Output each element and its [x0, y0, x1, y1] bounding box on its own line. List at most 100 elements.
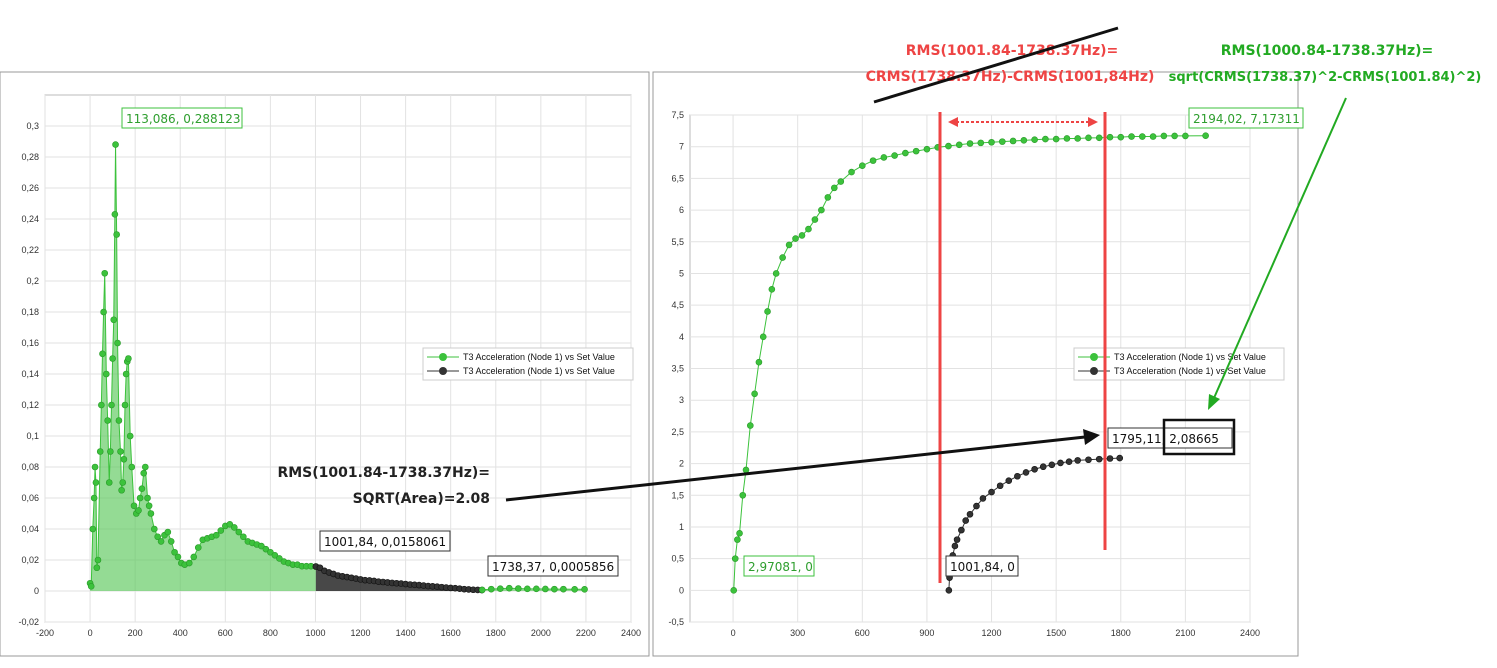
data-point [136, 494, 144, 502]
x-tick-label: 1800 [486, 628, 506, 638]
y-tick-label: 0,22 [21, 245, 39, 255]
highlight-box [1162, 418, 1236, 456]
origin-point-label-box [743, 555, 815, 577]
data-point [551, 585, 558, 593]
green-arrow-head-icon [1208, 394, 1220, 410]
data-point [533, 585, 540, 593]
data-point [89, 525, 97, 533]
data-point [571, 585, 578, 593]
y-tick-label: 0,28 [21, 152, 39, 162]
data-point [1202, 132, 1209, 140]
y-tick-label: 1 [679, 522, 684, 532]
data-point [167, 538, 175, 545]
data-point [988, 488, 995, 496]
data-point [945, 142, 952, 150]
peak-label: 113,086, 0,288123 [126, 112, 241, 126]
x-tick-label: 2400 [621, 628, 641, 638]
x-tick-label: 800 [263, 628, 278, 638]
black-title-line-2: SQRT(Area)=2.08 [353, 491, 490, 507]
data-point [999, 138, 1006, 145]
data-point [115, 417, 123, 424]
data-point [515, 585, 522, 592]
data-point [891, 152, 898, 159]
data-point [119, 479, 127, 486]
data-point [276, 555, 283, 562]
y-tick-label: 6,5 [671, 173, 684, 183]
data-point [104, 417, 111, 424]
data-point [731, 555, 739, 562]
data-point [258, 542, 265, 550]
data-point [1005, 477, 1013, 484]
data-point [1057, 459, 1064, 467]
red-title-line-1: RMS(1001.84-1738.37Hz)= [906, 43, 1119, 59]
x-tick-label: 2200 [576, 628, 596, 638]
data-point [92, 479, 100, 486]
data-point [996, 482, 1004, 490]
y-tick-label: 0,2 [26, 276, 39, 286]
legend-label: T3 Acceleration (Node 1) vs Set Value [463, 366, 615, 376]
data-point [1074, 135, 1081, 142]
x-tick-label: 1800 [1111, 628, 1131, 638]
data-point [1139, 133, 1146, 140]
data-point [98, 401, 105, 409]
data-point [785, 241, 793, 249]
data-point [231, 524, 238, 531]
y-tick-label: 0,18 [21, 307, 39, 317]
y-tick-label: 6 [679, 205, 684, 215]
data-point [135, 507, 142, 514]
data-point [174, 553, 182, 561]
data-point [798, 232, 806, 239]
data-point [154, 533, 161, 541]
data-point [824, 194, 832, 201]
y-tick-label: -0,5 [668, 617, 684, 627]
legend-box [422, 347, 634, 381]
data-point [100, 308, 107, 316]
x-tick-label: 200 [128, 628, 143, 638]
y-tick-label: 0,02 [21, 555, 39, 565]
x-tick-label: 2400 [1240, 628, 1260, 638]
data-point [811, 216, 819, 223]
y-tick-label: 7 [679, 142, 684, 152]
y-tick-label: 0,24 [21, 214, 39, 224]
data-point [869, 157, 877, 164]
data-point [212, 531, 220, 539]
data-point [880, 154, 888, 161]
data-point [217, 527, 225, 534]
data-point [524, 585, 531, 593]
strike-through-line [873, 26, 1119, 104]
data-point [1052, 135, 1060, 143]
data-point [1020, 137, 1028, 144]
data-point [1048, 461, 1056, 469]
x-tick-label: 600 [218, 628, 233, 638]
data-point [125, 355, 132, 362]
data-point [751, 390, 758, 398]
data-point [171, 548, 178, 556]
data-point [1106, 455, 1114, 462]
data-point [955, 141, 963, 149]
x-tick-label: 0 [88, 628, 93, 638]
data-point [792, 235, 799, 242]
data-point [1182, 132, 1189, 140]
data-point [772, 270, 780, 277]
data-point [759, 333, 767, 341]
data-point [90, 494, 98, 502]
x-tick-label: 1200 [982, 628, 1002, 638]
y-tick-label: 0,26 [21, 183, 39, 193]
data-point [1095, 455, 1103, 463]
data-point [1085, 456, 1092, 464]
data-point [111, 211, 119, 218]
data-point [121, 401, 129, 409]
y-tick-label: 0,06 [21, 493, 39, 503]
data-point [742, 466, 750, 474]
y-tick-label: 2 [679, 459, 684, 469]
legend-label: T3 Acceleration (Node 1) vs Set Value [463, 352, 615, 362]
data-point [140, 469, 148, 477]
legend-box [1073, 347, 1285, 381]
data-point [1116, 454, 1124, 462]
legend-marker [439, 367, 447, 375]
x-tick-label: 2100 [1175, 628, 1195, 638]
data-point [103, 370, 110, 378]
data-point [1009, 137, 1017, 145]
y-tick-label: -0,02 [18, 617, 39, 627]
data-point [235, 528, 243, 536]
